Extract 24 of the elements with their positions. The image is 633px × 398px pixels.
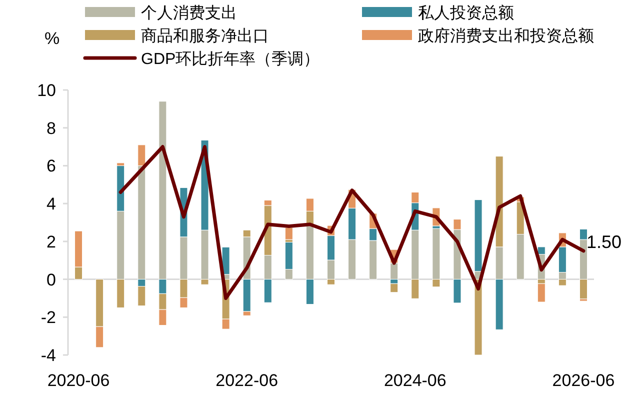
y-tick-label: 8: [46, 118, 56, 138]
legend-label: GDP环比折年率（季调）: [141, 50, 320, 68]
legend-label: 个人消费支出: [141, 4, 237, 22]
annotation: 1.50: [586, 232, 622, 252]
bar: [284, 227, 293, 240]
y-tick-label: -2: [40, 308, 56, 328]
bar: [222, 246, 230, 275]
x-tick-label: 2024-06: [384, 371, 446, 390]
x-tick-label: 2022-06: [216, 371, 278, 390]
y-axis-title: %: [44, 29, 60, 48]
legend-label: 政府消费支出和投资总额: [418, 27, 594, 45]
y-tick-label: 0: [46, 270, 56, 290]
legend-label: 商品和服务净出口: [141, 27, 269, 45]
bar: [390, 283, 398, 293]
y-tick-label: 4: [46, 194, 56, 214]
x-tick-label: 2020-06: [47, 371, 110, 390]
y-tick-label: 10: [37, 81, 56, 100]
y-tick-label: 2: [46, 232, 56, 252]
bar: [537, 283, 546, 302]
y-tick-label: -4: [40, 346, 56, 365]
x-tick-label: 2026-06: [552, 371, 615, 390]
line-series: [118, 145, 586, 300]
y-tick-label: 6: [46, 156, 56, 176]
legend-label: 私人投资总额: [418, 4, 514, 22]
